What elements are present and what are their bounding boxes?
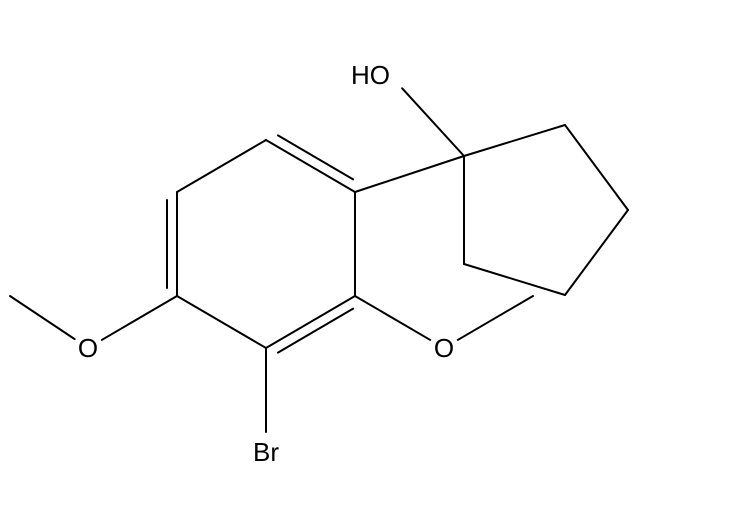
molecule-diagram: Br O O HO <box>0 0 754 512</box>
svg-text:Br: Br <box>253 437 279 467</box>
svg-text:O: O <box>434 333 454 363</box>
svg-text:HO: HO <box>351 60 390 90</box>
svg-text:O: O <box>78 333 98 363</box>
